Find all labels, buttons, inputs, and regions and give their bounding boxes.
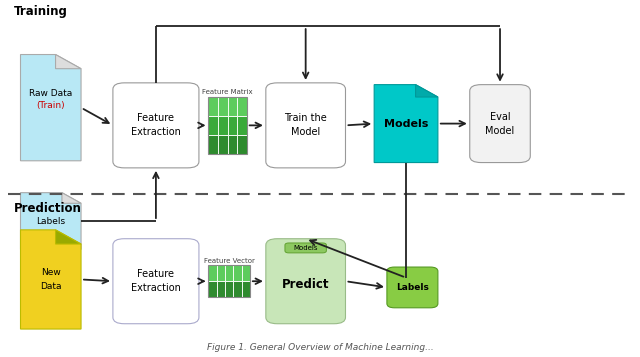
Text: Feature
Extraction: Feature Extraction — [131, 269, 181, 293]
Text: Models: Models — [384, 119, 428, 129]
Bar — [237, 116, 246, 135]
Bar — [234, 265, 242, 281]
Bar — [218, 97, 228, 116]
Text: Raw Data: Raw Data — [29, 89, 72, 98]
FancyBboxPatch shape — [266, 239, 346, 324]
Bar — [218, 116, 228, 135]
Bar — [234, 281, 242, 297]
Bar — [217, 281, 225, 297]
Polygon shape — [56, 230, 81, 244]
Polygon shape — [20, 193, 81, 249]
FancyBboxPatch shape — [113, 239, 199, 324]
Bar — [209, 265, 250, 297]
Text: Feature Vector: Feature Vector — [204, 257, 255, 263]
Bar — [237, 135, 246, 154]
FancyBboxPatch shape — [113, 83, 199, 168]
FancyBboxPatch shape — [266, 83, 346, 168]
Text: Predict: Predict — [282, 278, 330, 291]
Bar — [209, 265, 217, 281]
Text: Feature
Extraction: Feature Extraction — [131, 114, 181, 137]
Text: Training: Training — [14, 5, 68, 18]
Bar — [228, 135, 237, 154]
Polygon shape — [20, 55, 81, 161]
Text: Train the
Model: Train the Model — [284, 114, 327, 137]
Bar — [237, 97, 246, 116]
Bar — [209, 135, 218, 154]
Bar — [228, 116, 237, 135]
Text: Labels: Labels — [36, 216, 65, 226]
FancyBboxPatch shape — [387, 267, 438, 308]
Bar — [209, 97, 218, 116]
Text: (Train): (Train) — [36, 101, 65, 110]
Bar — [225, 265, 234, 281]
Bar — [242, 281, 250, 297]
Text: Feature Matrix: Feature Matrix — [202, 89, 253, 95]
Text: Prediction: Prediction — [14, 201, 82, 215]
Polygon shape — [374, 85, 438, 162]
Bar — [209, 116, 218, 135]
FancyBboxPatch shape — [285, 243, 326, 253]
Bar — [225, 281, 234, 297]
Bar — [228, 97, 237, 116]
Text: Labels: Labels — [396, 283, 429, 292]
Text: Eval
Model: Eval Model — [485, 112, 515, 136]
Text: Models: Models — [293, 245, 318, 251]
Bar — [218, 135, 228, 154]
Text: Figure 1. General Overview of Machine Learning...: Figure 1. General Overview of Machine Le… — [207, 343, 433, 352]
Text: New: New — [41, 268, 61, 277]
Polygon shape — [415, 85, 438, 97]
Bar — [209, 97, 246, 154]
Text: Data: Data — [40, 282, 61, 291]
Polygon shape — [20, 230, 81, 329]
Bar — [242, 265, 250, 281]
Polygon shape — [56, 55, 81, 69]
Polygon shape — [62, 193, 81, 203]
Bar — [217, 265, 225, 281]
FancyBboxPatch shape — [470, 85, 531, 162]
Bar — [209, 281, 217, 297]
